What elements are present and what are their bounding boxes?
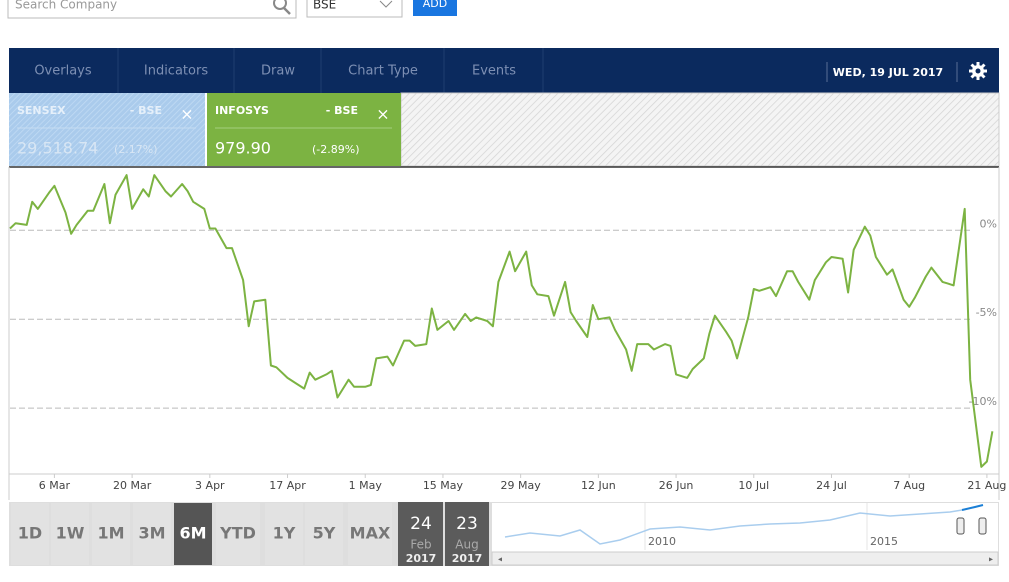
plot: 0% -5% -10% 6 Mar 20 Mar 3 Apr 17 Apr 1 May 15 M… (9, 174, 1006, 492)
tile-area (400, 92, 1000, 167)
range-button[interactable] (305, 503, 343, 565)
navigator-label: 2015 (870, 535, 898, 548)
range-button[interactable] (133, 503, 171, 565)
tile-exchange: - BSE (326, 104, 358, 117)
exchange-value: BSE (313, 0, 336, 12)
end-day: 23 (456, 514, 478, 534)
range-label: YTD (219, 524, 256, 543)
range-label: MAX (350, 524, 391, 543)
x-tick-label: 7 Aug (893, 479, 925, 492)
range-label: 3M (138, 524, 165, 543)
tile-name: INFOSYS (215, 104, 269, 117)
navigator-line (504, 509, 963, 545)
navigator-selection (961, 504, 984, 511)
x-tick-label: 10 Jul (738, 479, 769, 492)
select-arrow (379, 0, 393, 8)
end-month: Aug (455, 538, 478, 552)
x-tick-label: 6 Mar (39, 479, 71, 492)
end-date-box[interactable] (445, 502, 489, 566)
range-label: 1W (56, 524, 85, 543)
range-label: 1Y (273, 524, 296, 543)
menu-item[interactable]: Events (472, 64, 516, 79)
y-tick-label: -10% (969, 395, 997, 408)
x-tick-label: 15 May (423, 479, 464, 492)
x-tick-label: 24 Jul (816, 479, 847, 492)
start-year: 2017 (406, 552, 437, 565)
end-year: 2017 (452, 552, 483, 565)
search-icon[interactable] (273, 0, 287, 10)
navigator-handle[interactable] (956, 517, 965, 535)
nav-bar (9, 48, 999, 93)
menu-item[interactable]: Draw (261, 64, 295, 79)
x-tick-label: 20 Mar (113, 479, 152, 492)
menu-item[interactable]: Chart Type (348, 64, 418, 79)
range-label: 1M (97, 524, 124, 543)
menu: Overlays Indicators Draw Chart Type Events (34, 48, 544, 93)
start-day: 24 (410, 514, 432, 534)
start-date-box[interactable] (398, 502, 443, 566)
navigator-label: 2010 (648, 535, 676, 548)
navigator-handle[interactable] (978, 517, 987, 535)
tile-infosys[interactable] (207, 93, 401, 166)
menu-item[interactable]: Overlays (34, 64, 92, 79)
search-placeholder: Search Company (15, 0, 117, 12)
tile-change: (2.17%) (114, 143, 158, 156)
add-button-label: ADD (423, 0, 447, 10)
range-button[interactable] (265, 503, 303, 565)
tile-exchange: - BSE (130, 104, 162, 117)
scroll-right[interactable]: ▸ (989, 555, 993, 564)
tile-price: 979.90 (215, 139, 271, 158)
start-month: Feb (410, 538, 431, 552)
x-tick-label: 12 Jun (581, 479, 616, 492)
search-box[interactable] (7, 0, 297, 19)
price-line (9, 174, 994, 468)
tile-sensex[interactable] (9, 93, 205, 166)
tile-name: SENSEX (17, 104, 66, 117)
x-tick-label: 1 May (349, 479, 383, 492)
x-tick-label: 26 Jun (659, 479, 694, 492)
tile-price: 29,518.74 (17, 139, 98, 158)
x-tick-label: 29 May (501, 479, 542, 492)
range-button[interactable] (174, 503, 212, 565)
x-tick-label: 17 Apr (269, 479, 306, 492)
tile-change: (-2.89%) (312, 143, 360, 156)
y-tick-label: -5% (976, 306, 997, 319)
exchange-select[interactable] (306, 0, 403, 18)
scroll-left[interactable]: ◂ (498, 555, 502, 564)
search-icon-handle (283, 7, 291, 15)
range-button[interactable] (348, 503, 392, 565)
range-button[interactable] (216, 503, 260, 565)
x-tick-label: 21 Aug (967, 479, 1006, 492)
range-label: 6M (179, 524, 206, 543)
range-button[interactable] (92, 503, 130, 565)
range-button[interactable] (51, 503, 89, 565)
x-tick-label: 3 Apr (195, 479, 225, 492)
add-button[interactable] (413, 0, 457, 16)
range-buttons: 1D 1W 1M 3M 6M YTD 1Y 5Y MAX (11, 503, 392, 565)
tile-close[interactable]: × (376, 105, 389, 124)
range-button[interactable] (11, 503, 49, 565)
y-tick-label: 0% (980, 217, 997, 230)
menu-item[interactable]: Indicators (144, 64, 208, 79)
range-label: 5Y (313, 524, 336, 543)
range-label: 1D (18, 524, 42, 543)
settings-icon[interactable] (969, 62, 987, 80)
tile-close[interactable]: × (180, 105, 193, 124)
scrollbar[interactable] (491, 551, 999, 566)
current-date: WED, 19 JUL 2017 (833, 66, 943, 79)
